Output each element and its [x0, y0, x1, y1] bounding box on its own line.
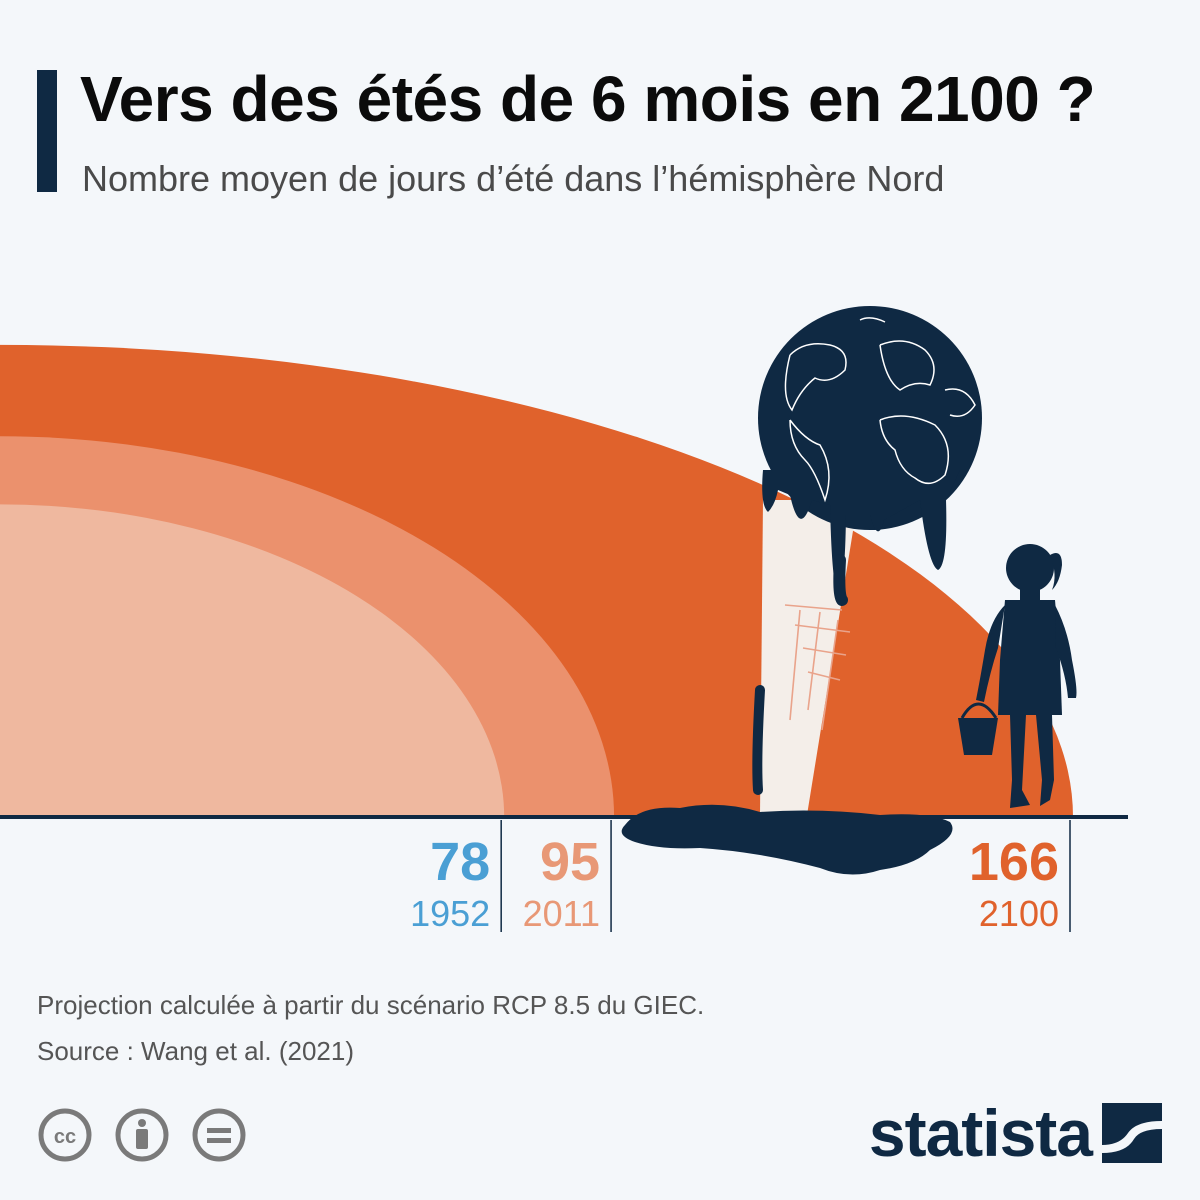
brand-name: statista — [868, 1096, 1093, 1170]
value-label-2100: 166 — [969, 832, 1059, 892]
statista-logo-icon — [1102, 1103, 1162, 1163]
license-icons: cc — [38, 1108, 246, 1162]
projection-note: Projection calculée à partir du scénario… — [37, 990, 705, 1020]
title-accent-bar — [37, 70, 57, 192]
page-subtitle: Nombre moyen de jours d’été dans l’hémis… — [82, 158, 945, 199]
year-label-1952: 1952 — [410, 893, 490, 934]
value-label-2011: 95 — [540, 832, 600, 892]
year-label-2100: 2100 — [979, 893, 1059, 934]
arc-1952 — [0, 504, 505, 817]
girl-with-bucket-icon — [958, 544, 1077, 808]
earth-icon — [752, 306, 982, 795]
year-label-2011: 2011 — [523, 893, 600, 934]
attribution-icon[interactable] — [115, 1108, 169, 1162]
page-title: Vers des étés de 6 mois en 2100 ? — [80, 63, 1096, 135]
statista-brand[interactable]: statista — [869, 1096, 1162, 1170]
melt-puddle — [621, 804, 953, 875]
creative-commons-icon[interactable]: cc — [38, 1108, 92, 1162]
source-note: Source : Wang et al. (2021) — [37, 1036, 354, 1066]
value-label-1952: 78 — [430, 832, 490, 892]
svg-text:cc: cc — [54, 1126, 76, 1148]
no-derivatives-icon[interactable] — [192, 1108, 246, 1162]
